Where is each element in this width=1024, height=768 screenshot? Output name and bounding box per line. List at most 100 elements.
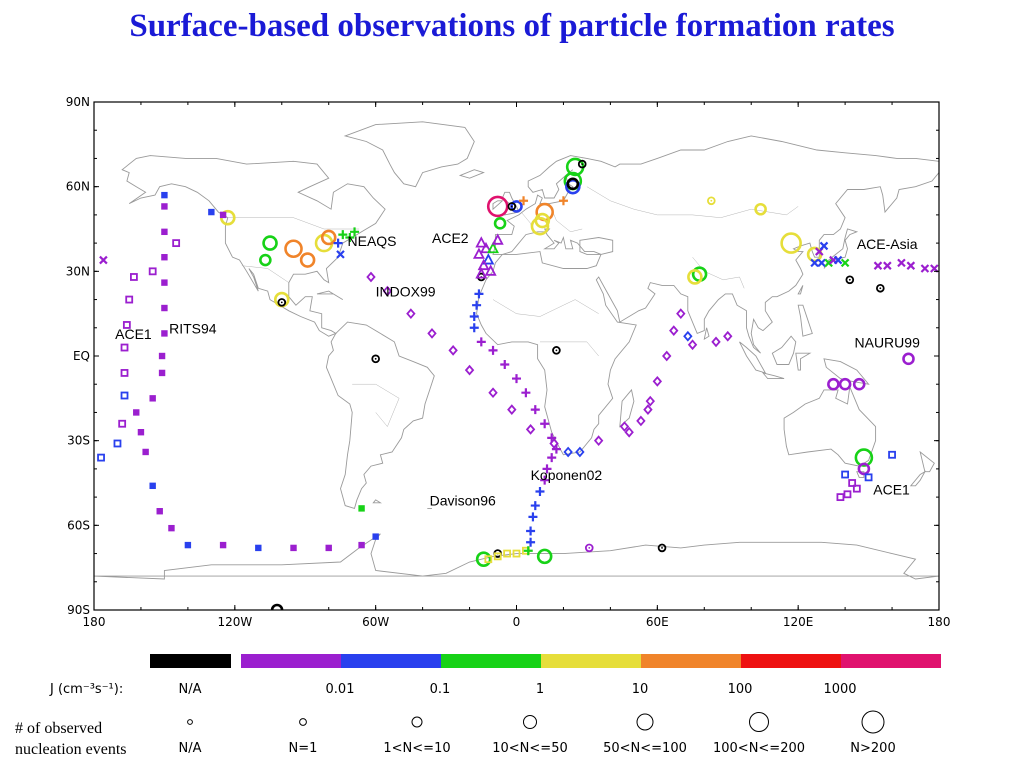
lon-tick-label: 60W [362,615,389,629]
coastline-6 [579,237,614,255]
observation-marker [528,512,538,522]
lon-tick-label: 120E [783,615,814,629]
coastline-10 [856,471,865,478]
event-size-circle [636,713,654,731]
observation-marker [448,344,458,356]
coastline-23 [94,533,939,580]
observation-marker [521,388,531,398]
observation-marker [711,336,721,348]
observation-marker [493,552,502,561]
observation-marker [845,275,855,285]
observation-marker [512,549,521,558]
observation-marker [486,195,509,218]
j-value-label: 0.1 [430,682,451,697]
observation-marker [810,258,819,268]
coastline-12 [909,470,927,487]
observation-marker [120,343,129,352]
coastlines [94,121,939,580]
observation-marker [883,261,892,270]
event-size-circle [523,715,537,729]
observation-marker [345,232,355,242]
color-swatch-na [150,654,231,668]
observation-marker [552,346,561,355]
observation-marker [120,369,129,377]
coastline-14 [739,341,767,374]
marker-dot [280,301,283,304]
campaign-label: Koponen02 [531,467,603,483]
lat-tick-label: 90S [67,603,90,617]
observation-marker [469,311,479,321]
campaign-label: Davison96 [430,493,496,509]
observation-marker [523,546,533,556]
marker-dot [581,163,584,165]
campaign-label: ACE1 [115,326,152,342]
lat-tick-label: 60N [66,180,90,194]
observation-marker [526,526,536,536]
observation-marker [540,475,550,485]
marker-dot [879,287,882,290]
observation-marker [535,486,545,496]
j-value-label: 100 [728,682,753,697]
marker-dot [661,547,663,549]
observation-marker [161,203,168,210]
marker-dot [510,205,513,208]
observation-marker [754,202,767,216]
lon-tick-label: 60E [646,615,669,629]
color-swatch [241,654,341,668]
observation-marker [852,484,861,493]
color-swatch [641,654,741,668]
observation-marker [525,424,536,435]
coastline-13 [823,228,859,269]
observation-marker [484,264,497,276]
observation-marker [255,544,262,552]
event-size-label: N=1 [289,741,318,756]
observation-marker [149,395,156,402]
observation-marker [542,464,552,474]
observation-marker [472,300,482,310]
observation-marker [888,450,896,459]
observation-marker [530,216,550,236]
j-value-label: 1 [536,682,544,697]
coastline-7 [458,169,485,179]
event-size-label: 1<N<=10 [383,741,450,756]
observation-marker [519,196,529,206]
observation-marker [464,364,475,376]
event-size-circle [749,712,769,732]
observation-marker [277,298,287,307]
observation-marker [125,295,134,304]
coastline-16 [771,335,797,365]
campaign-label: ACE2 [432,230,469,246]
observation-marker [477,258,490,271]
campaign-label: NEAQS [348,233,397,249]
lat-tick-label: 30N [66,264,90,278]
border-1 [241,265,289,283]
observation-marker [161,254,168,261]
j-value-label: 10 [632,682,649,697]
observation-marker [156,508,163,515]
coastline-18 [823,358,870,385]
event-size-circle [187,719,193,725]
j-value-label: 1000 [823,682,856,697]
observation-marker [469,323,479,333]
color-swatch [341,654,441,668]
observation-marker [873,261,883,270]
observation-marker [827,377,840,391]
observation-marker [172,239,181,248]
campaign-label: ACE1 [873,481,910,497]
observation-marker [876,283,885,293]
observation-marker [320,229,337,246]
event-size-circle [299,718,307,726]
observation-marker [687,269,703,285]
observation-marker [584,543,594,553]
observation-marker [852,377,866,391]
coastline-1 [343,121,475,188]
observation-marker [920,264,930,273]
event-size-circle [411,716,423,728]
border-4 [586,186,799,218]
observation-marker [130,273,138,281]
observation-marker [493,217,507,230]
observation-marker [161,279,168,286]
legend: J (cm⁻³s⁻¹): N/A 0.01 0.1 1 10 100 1000 # of obs… [15,654,941,758]
observation-marker [161,304,168,312]
